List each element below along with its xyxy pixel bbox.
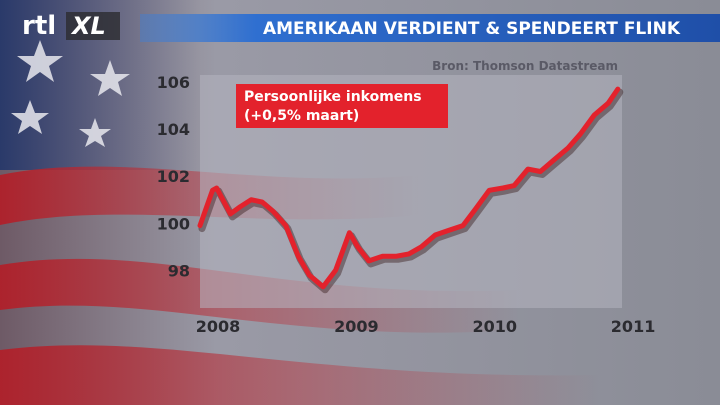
x-tick-label: 2010 — [472, 317, 517, 336]
y-tick-label: 100 — [157, 214, 190, 233]
source: Bron: Thomson Datastream — [432, 59, 618, 73]
x-tick-label: 2009 — [334, 317, 379, 336]
annotation: Persoonlijke inkomens (+0,5% maart) — [236, 84, 448, 128]
logo-rtl: rtl — [22, 11, 56, 41]
line-shadow — [198, 88, 624, 294]
annotation-line: Persoonlijke inkomens — [244, 89, 422, 105]
y-tick-label: 106 — [157, 73, 190, 92]
logo: rtl XL — [22, 11, 120, 41]
logo-box — [66, 12, 120, 40]
x-tick-label: 2011 — [611, 317, 656, 336]
plot: 98 100 102 104 106 2008 2009 2010 2011 — [157, 73, 656, 336]
logo-xl: XL — [70, 12, 106, 40]
annotation-box — [236, 84, 448, 128]
line — [197, 86, 621, 290]
y-tick-label: 98 — [168, 261, 190, 280]
title-bar — [140, 14, 720, 42]
y-tick-label: 102 — [157, 167, 190, 186]
x-tick-label: 2008 — [196, 317, 241, 336]
annotation-line: (+0,5% maart) — [244, 108, 359, 124]
chart-title: AMERIKAAN VERDIENT & SPENDEERT FLINK — [263, 19, 681, 39]
y-tick-label: 104 — [157, 120, 190, 139]
